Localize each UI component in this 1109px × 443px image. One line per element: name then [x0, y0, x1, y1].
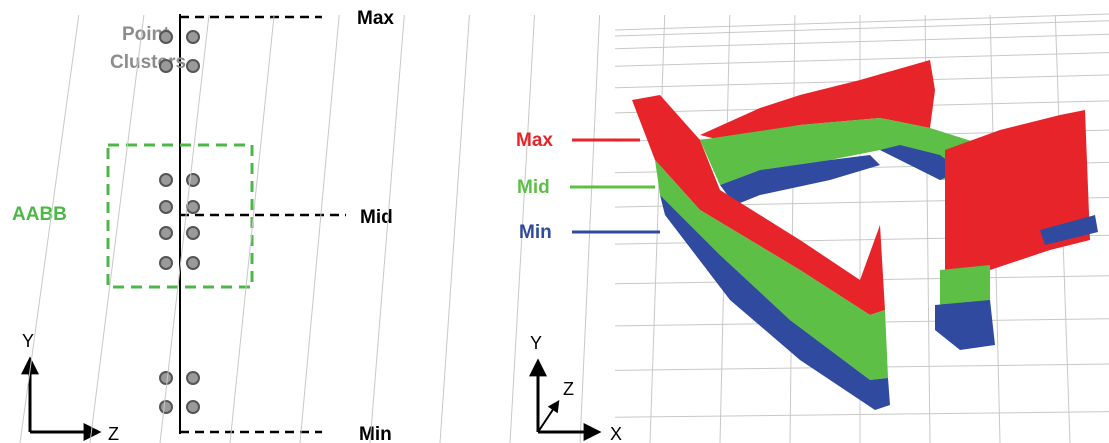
grid-line [615, 53, 1109, 67]
cluster-point [160, 174, 172, 186]
point-cloud [632, 60, 1098, 410]
cluster-point [160, 372, 172, 384]
grid-line [615, 34, 1109, 48]
cluster-point [187, 227, 199, 239]
grid-line [650, 15, 665, 443]
cloud-red [945, 110, 1090, 290]
cluster-point [160, 31, 172, 43]
grid-line [790, 15, 795, 443]
axis-label: X [610, 424, 622, 443]
cluster-point [160, 257, 172, 269]
cluster-point [187, 174, 199, 186]
grid-line [90, 15, 144, 443]
right-panel: Max Mid Min Y Z X [20, 14, 1109, 443]
left-panel: Max Mid Min AABB Point Clusters Y Z [12, 8, 394, 443]
grid-line [230, 15, 274, 443]
level-label: Max [516, 130, 553, 151]
level-label: Mid [517, 177, 550, 198]
axis-label: Z [563, 379, 574, 399]
grid-line [615, 412, 1109, 418]
cluster-label: Clusters [110, 52, 186, 73]
level-label: Max [357, 8, 394, 29]
axis-label: Z [108, 424, 119, 443]
cluster-point [187, 372, 199, 384]
cluster-point [187, 31, 199, 43]
level-label: Min [359, 424, 392, 443]
aabb-label: AABB [12, 204, 67, 225]
grid-line [440, 15, 469, 443]
cluster-point [160, 227, 172, 239]
grid-line [615, 14, 1109, 30]
cluster-point [187, 401, 199, 413]
cluster-point [187, 201, 199, 213]
grid-line [580, 15, 600, 443]
cluster-point [187, 60, 199, 72]
axis-label: Y [530, 333, 542, 353]
cloud-blue [935, 300, 995, 350]
cluster-point [160, 401, 172, 413]
grid-line [370, 15, 404, 443]
grid-line [300, 15, 339, 443]
z-arrow [538, 402, 558, 432]
grid-line [20, 15, 79, 443]
axis-label: Y [22, 331, 34, 351]
cluster-point [160, 60, 172, 72]
level-label: Min [519, 222, 552, 243]
grid-line [615, 21, 1109, 36]
figure: Max Mid Min AABB Point Clusters Y Z [0, 0, 1109, 443]
cluster-point [187, 257, 199, 269]
cluster-point [160, 201, 172, 213]
